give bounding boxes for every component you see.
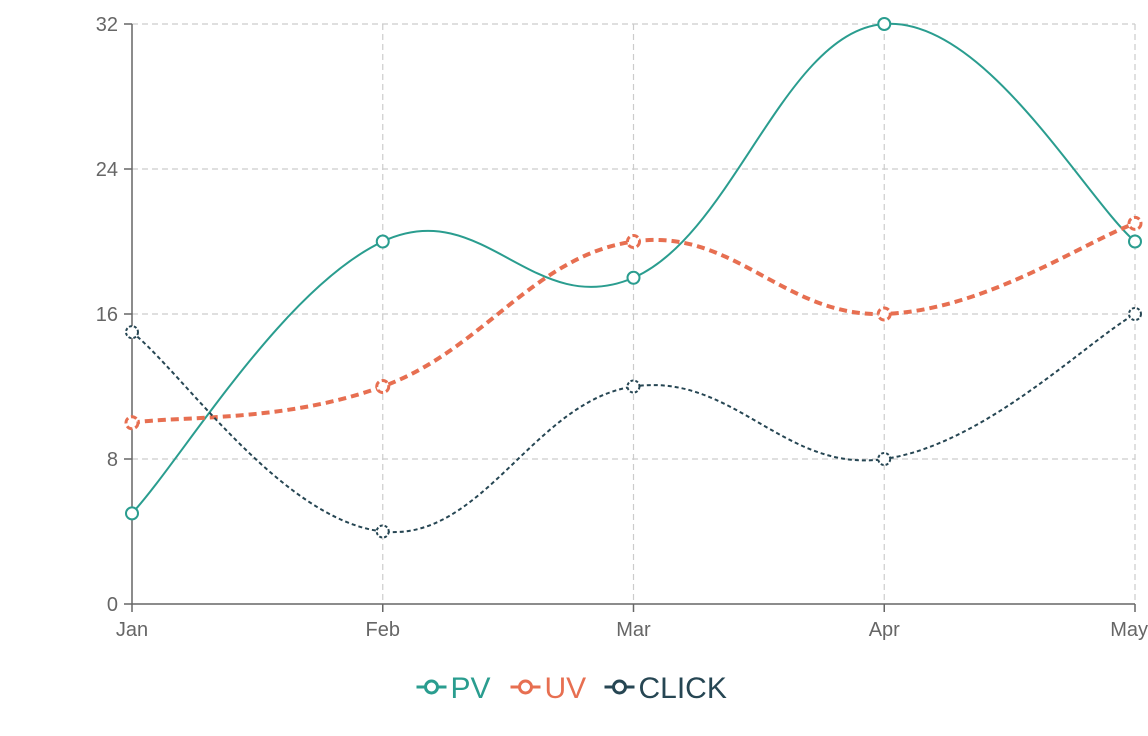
legend-item-pv[interactable]: PV — [416, 672, 491, 705]
series-pv — [125, 17, 1142, 521]
data-point-pv[interactable] — [877, 17, 892, 31]
data-point-pv[interactable] — [125, 506, 139, 521]
series-uv — [124, 215, 1143, 431]
x-tick-label: Feb — [366, 619, 400, 641]
x-tick-label: Apr — [869, 619, 900, 641]
legend-marker-icon — [518, 679, 533, 695]
y-tick-label: 24 — [96, 159, 118, 181]
legend-label: PV — [451, 672, 491, 705]
grid-lines — [132, 23, 1136, 604]
data-point-click[interactable] — [626, 379, 641, 394]
legend-item-click[interactable]: CLICK — [604, 672, 727, 705]
data-point-pv[interactable] — [626, 270, 641, 285]
data-point-click[interactable] — [1128, 307, 1142, 321]
legend-marker-icon — [424, 679, 439, 695]
x-tick-label: Jan — [116, 619, 148, 641]
legend-label: CLICK — [639, 672, 727, 705]
data-point-uv[interactable] — [1127, 215, 1143, 231]
data-point-click[interactable] — [125, 325, 139, 340]
y-tick-label: 32 — [96, 14, 118, 36]
legend-marker-icon — [612, 679, 627, 695]
legend-label: UV — [545, 672, 587, 705]
axes: 0 8 16 24 32 Jan Feb Mar Apr May — [96, 14, 1148, 641]
data-point-uv[interactable] — [124, 415, 140, 431]
data-point-uv[interactable] — [375, 379, 391, 394]
data-point-pv[interactable] — [1128, 234, 1142, 249]
series-layer — [124, 17, 1143, 539]
legend: PV UV CLICK — [416, 672, 727, 705]
x-tick-label: May — [1110, 619, 1148, 641]
data-point-pv[interactable] — [375, 234, 390, 249]
data-point-click[interactable] — [375, 524, 390, 539]
y-tick-label: 16 — [96, 304, 118, 326]
data-point-click[interactable] — [877, 452, 892, 466]
data-point-uv[interactable] — [626, 234, 641, 249]
y-tick-label: 0 — [107, 594, 118, 616]
legend-item-uv[interactable]: UV — [510, 672, 587, 705]
data-point-uv[interactable] — [876, 306, 892, 322]
series-click — [125, 307, 1142, 539]
y-tick-label: 8 — [107, 449, 118, 471]
x-tick-label: Mar — [616, 619, 651, 641]
